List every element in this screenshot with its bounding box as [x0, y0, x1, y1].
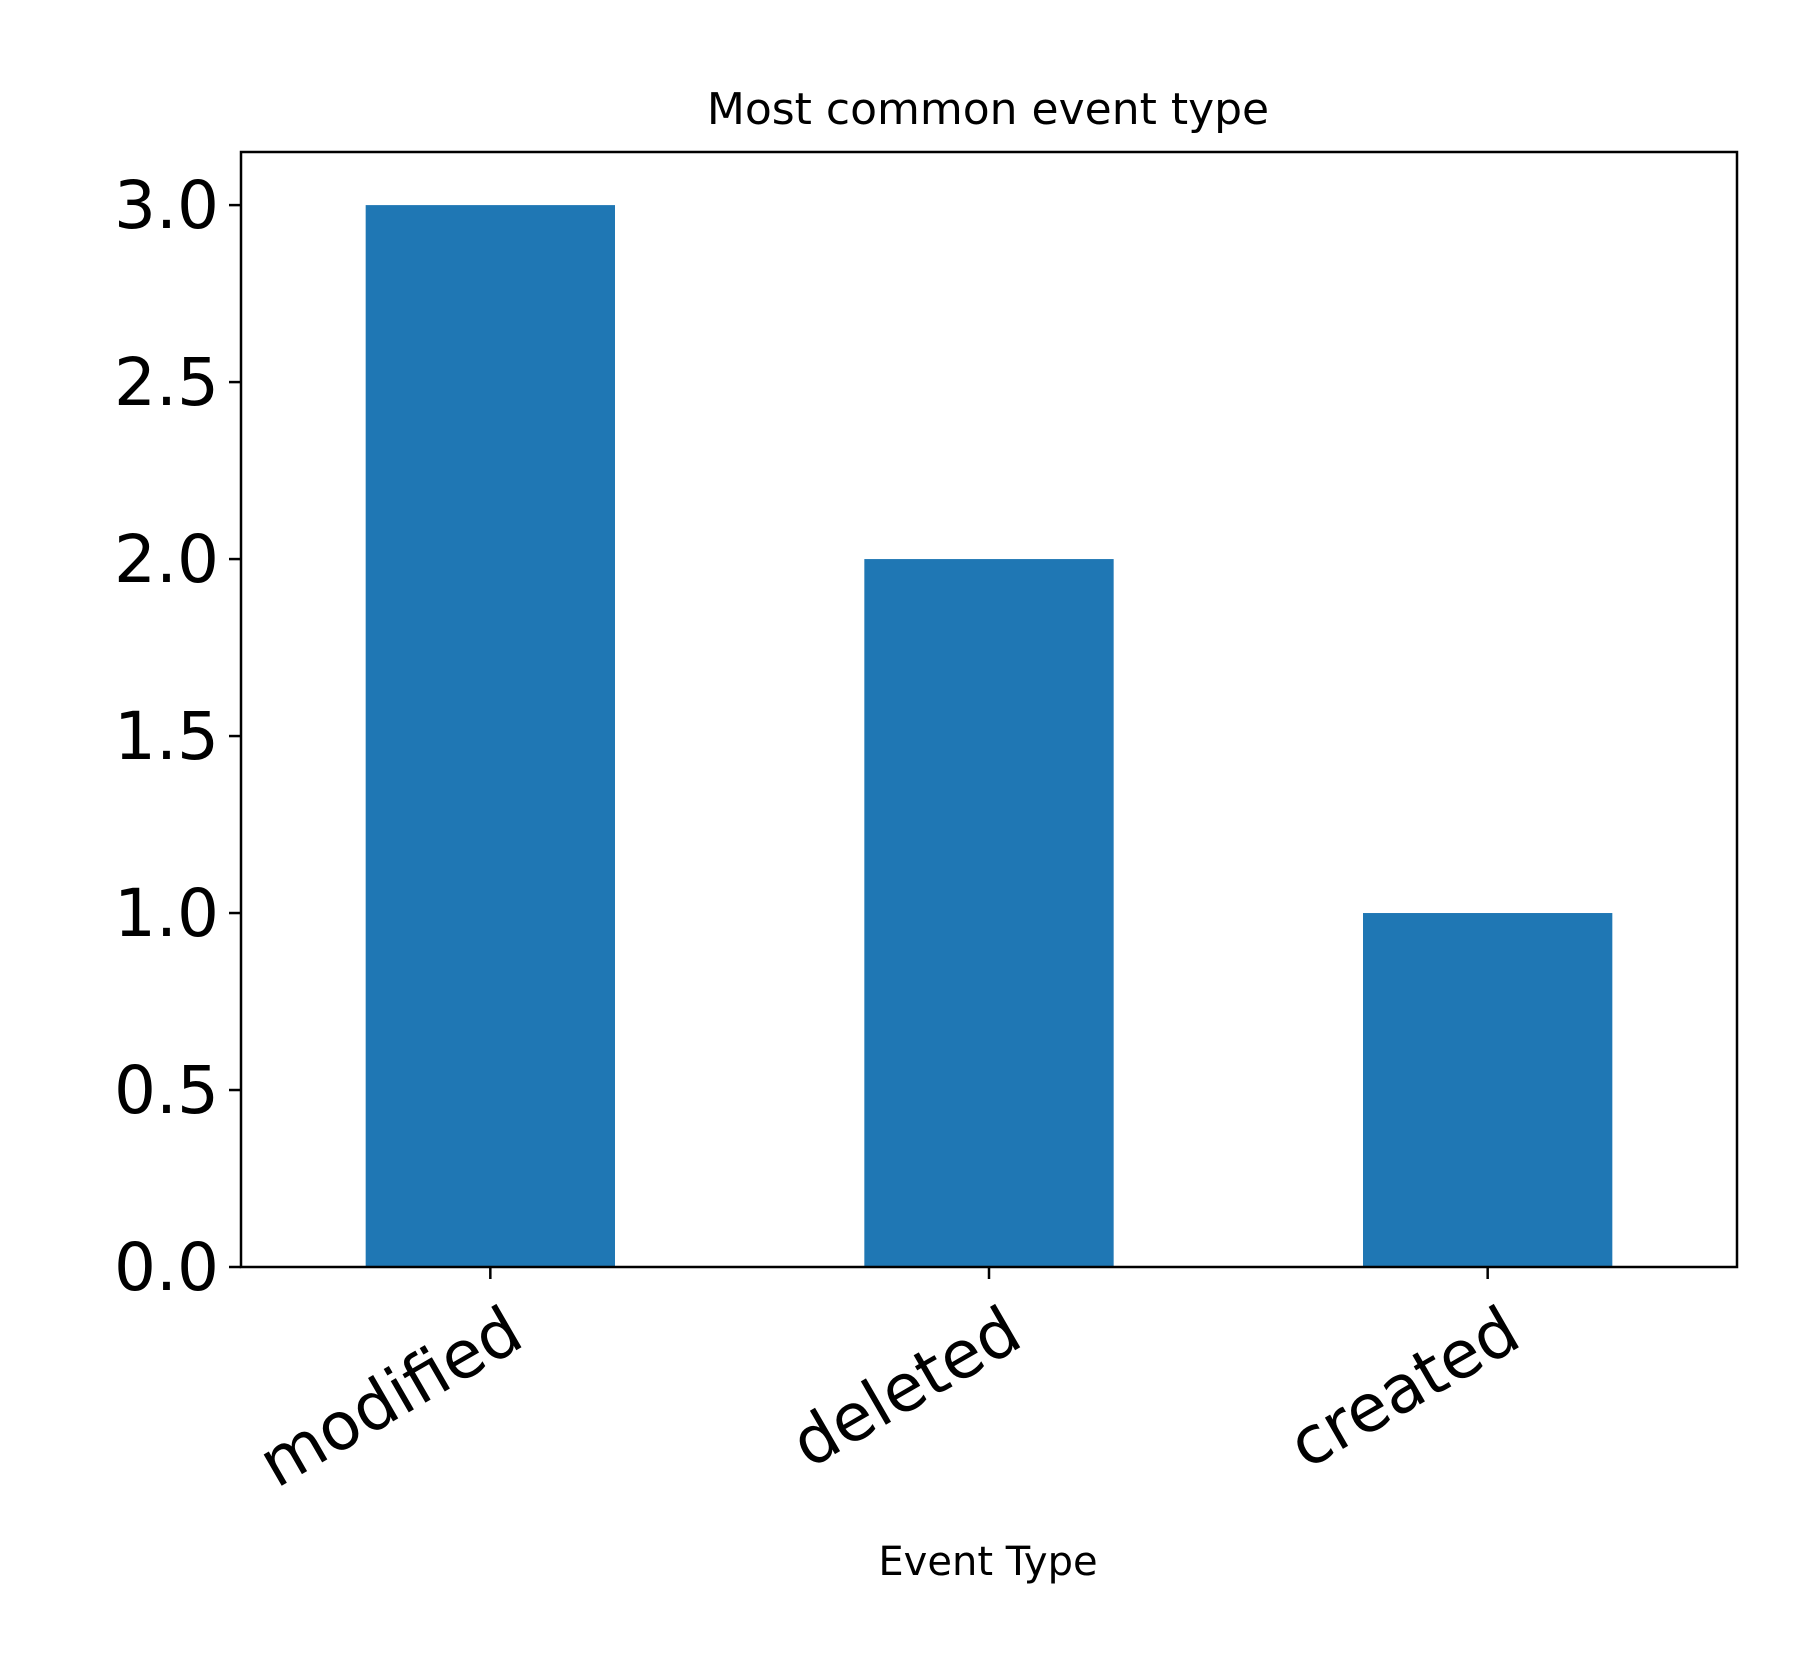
bar-deleted	[864, 559, 1114, 1267]
bar-modified	[365, 205, 615, 1268]
y-tick-label: 2.0	[114, 521, 219, 598]
y-tick-label: 1.5	[114, 698, 219, 775]
y-tick-label: 2.5	[114, 344, 219, 421]
y-tick-label: 1.0	[114, 875, 219, 952]
y-tick-label: 0.5	[114, 1052, 219, 1129]
y-axis: 0.0 0.5 1.0 1.5 2.0 2.5 3.0	[114, 167, 241, 1306]
bar-created	[1363, 913, 1613, 1267]
chart-title: Most common event type	[707, 84, 1269, 135]
y-tick-label: 3.0	[114, 167, 219, 244]
x-axis-label: Event Type	[878, 1539, 1097, 1585]
bars-group	[365, 205, 1613, 1268]
plot-frame	[239, 150, 1739, 1269]
y-tick-label: 0.0	[114, 1229, 219, 1306]
